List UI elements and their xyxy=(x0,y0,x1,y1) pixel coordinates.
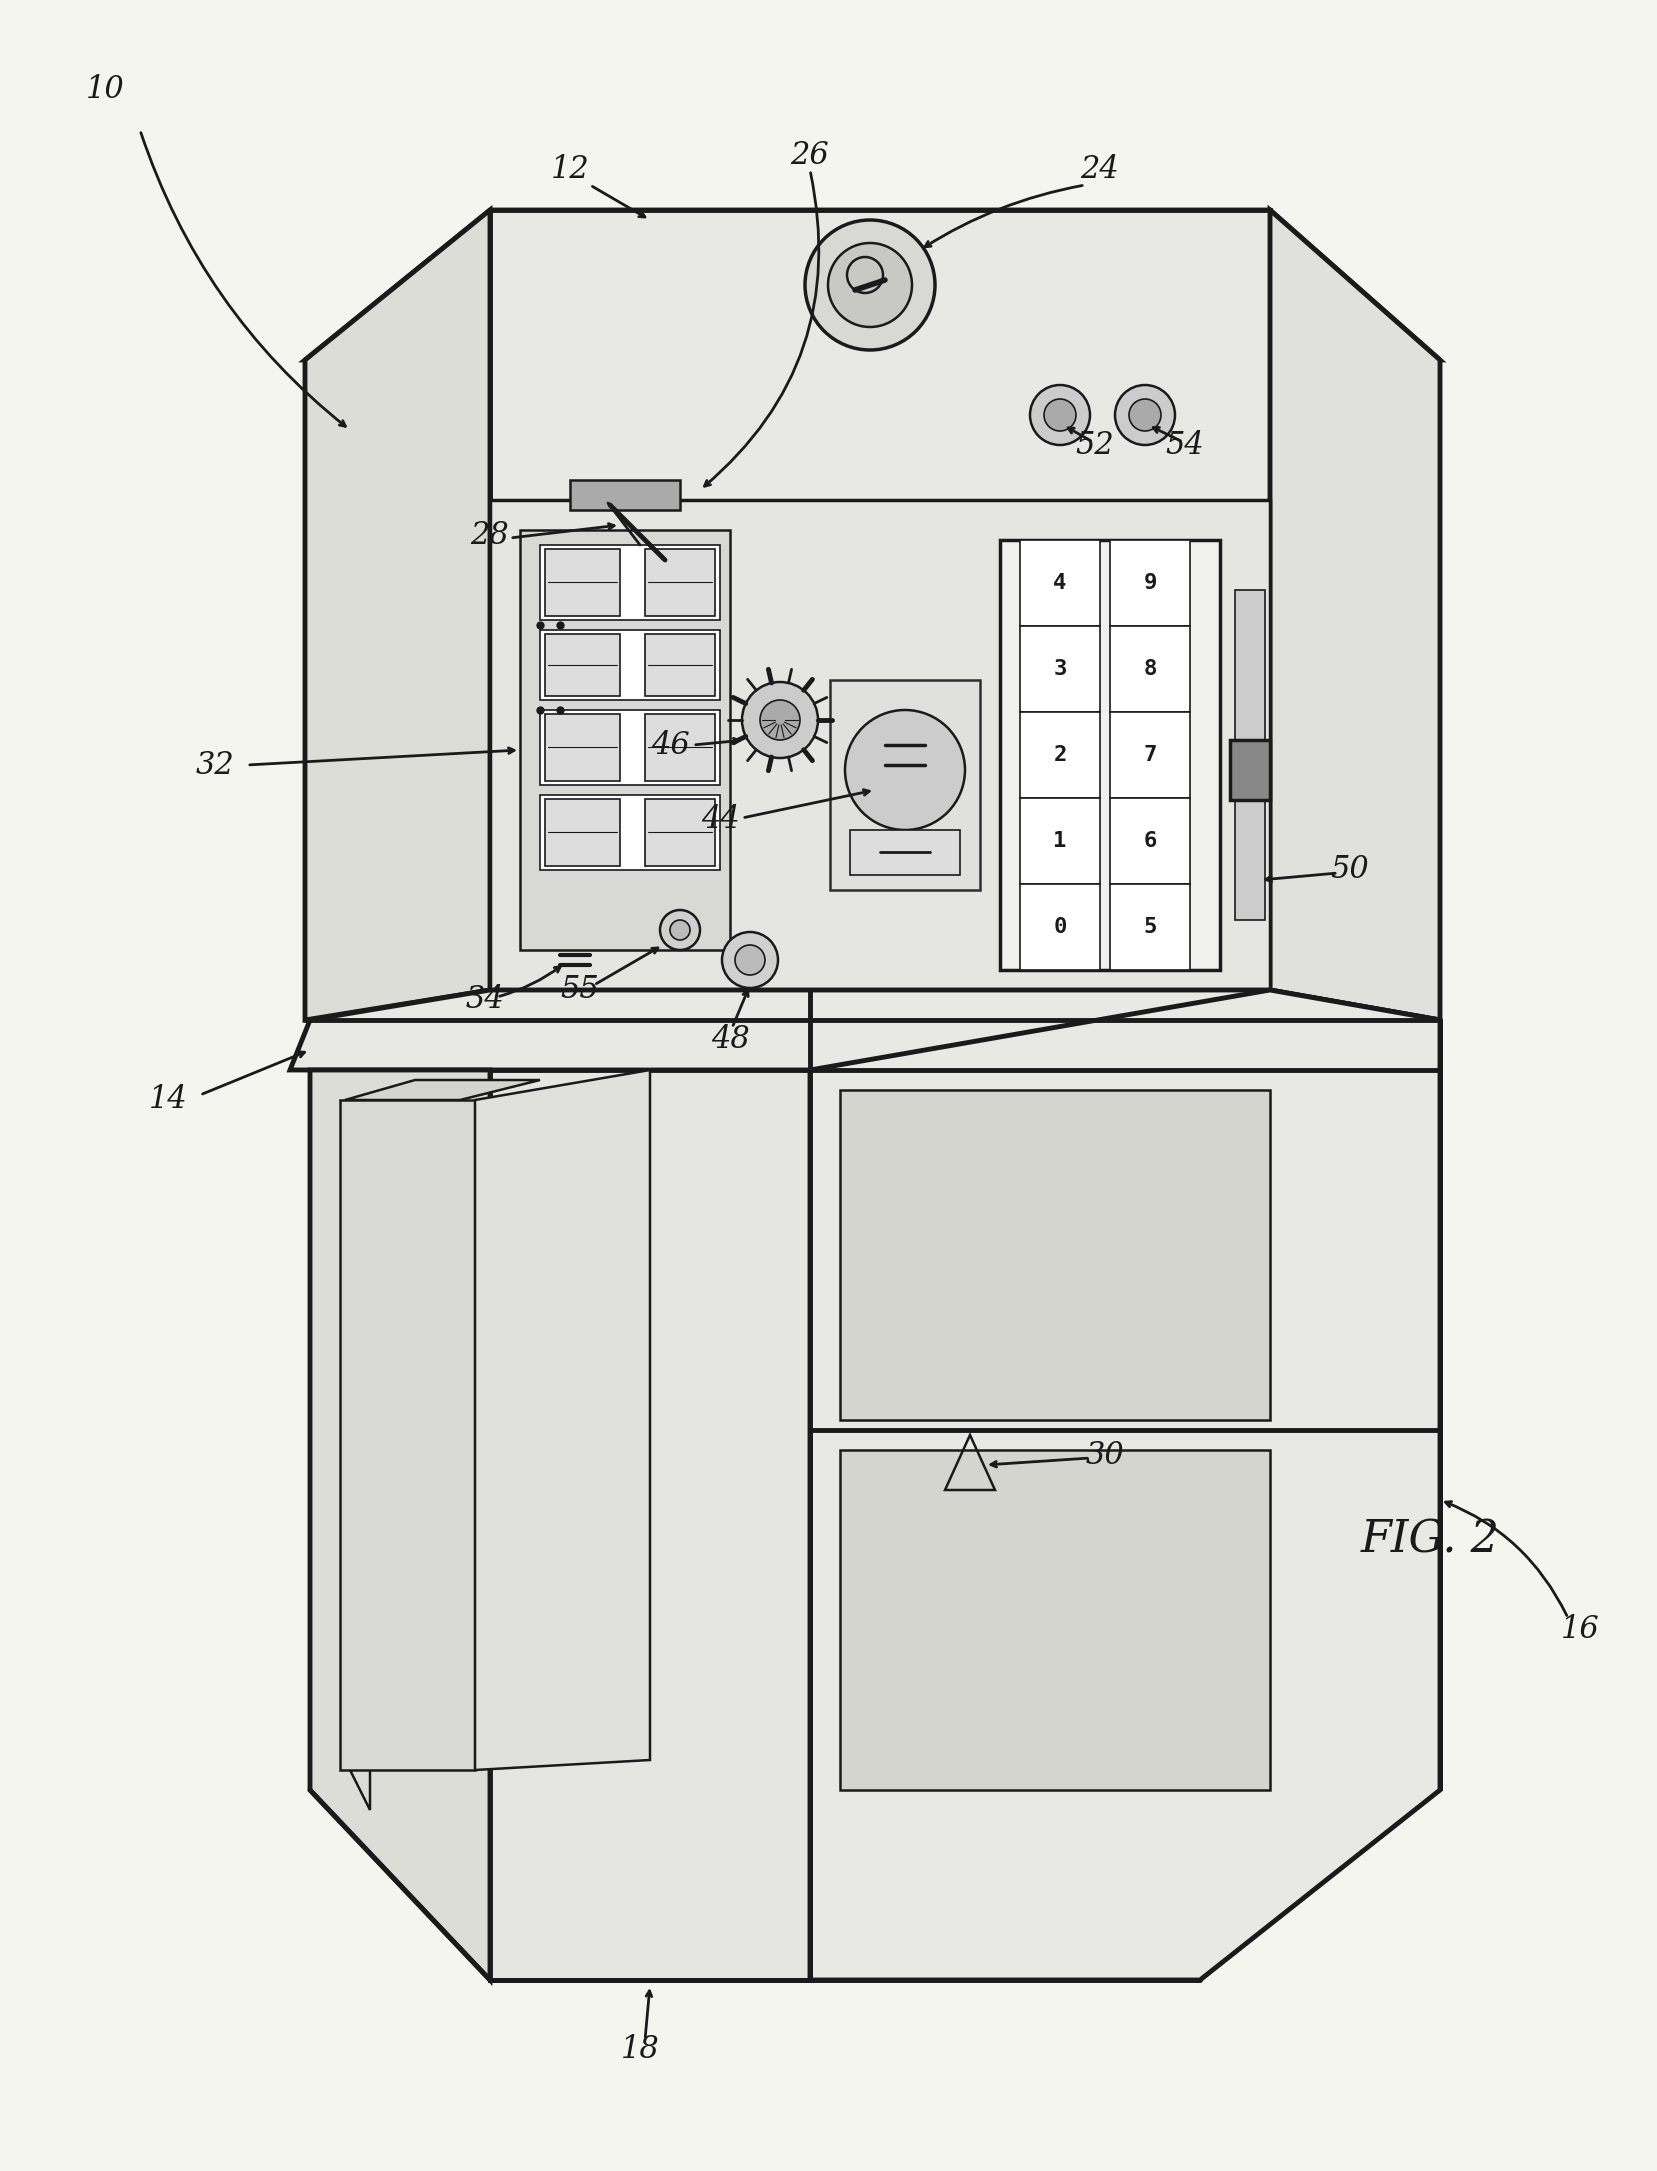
Circle shape xyxy=(1115,384,1175,445)
Circle shape xyxy=(845,710,964,829)
Circle shape xyxy=(722,931,779,988)
Polygon shape xyxy=(840,1450,1269,1791)
Text: 6: 6 xyxy=(1143,831,1157,851)
Polygon shape xyxy=(570,480,679,510)
Circle shape xyxy=(742,682,819,758)
Polygon shape xyxy=(1110,799,1190,884)
Polygon shape xyxy=(645,714,716,782)
Text: 55: 55 xyxy=(560,975,600,1005)
Circle shape xyxy=(761,699,800,740)
Circle shape xyxy=(828,243,911,328)
Text: 30: 30 xyxy=(1085,1439,1125,1470)
Polygon shape xyxy=(645,634,716,697)
Polygon shape xyxy=(1234,591,1264,921)
Text: 52: 52 xyxy=(1075,430,1115,460)
Text: 5: 5 xyxy=(1143,916,1157,938)
Polygon shape xyxy=(540,710,721,786)
Polygon shape xyxy=(1021,712,1100,799)
Polygon shape xyxy=(830,680,979,890)
Text: 32: 32 xyxy=(196,749,234,782)
Text: 26: 26 xyxy=(790,139,830,172)
Polygon shape xyxy=(1021,799,1100,884)
Text: 0: 0 xyxy=(1054,916,1067,938)
Circle shape xyxy=(1044,399,1075,432)
Polygon shape xyxy=(1269,211,1440,1020)
Text: 8: 8 xyxy=(1143,660,1157,680)
Polygon shape xyxy=(310,1070,490,1980)
Polygon shape xyxy=(345,1079,540,1101)
Text: 48: 48 xyxy=(711,1025,749,1055)
Circle shape xyxy=(659,910,699,951)
Polygon shape xyxy=(540,795,721,871)
Polygon shape xyxy=(1110,541,1190,625)
Text: 2: 2 xyxy=(1054,745,1067,764)
Text: 1: 1 xyxy=(1054,831,1067,851)
Text: FIG. 2: FIG. 2 xyxy=(1360,1518,1500,1561)
Polygon shape xyxy=(490,211,1269,990)
Polygon shape xyxy=(540,545,721,621)
Text: 24: 24 xyxy=(1080,154,1120,185)
Text: 7: 7 xyxy=(1143,745,1157,764)
Text: 50: 50 xyxy=(1331,855,1369,886)
Polygon shape xyxy=(520,530,731,951)
Polygon shape xyxy=(305,211,490,1020)
Text: 14: 14 xyxy=(149,1086,187,1116)
Polygon shape xyxy=(545,549,620,617)
Polygon shape xyxy=(540,630,721,699)
Polygon shape xyxy=(1001,541,1220,970)
Polygon shape xyxy=(340,1101,476,1769)
Circle shape xyxy=(805,219,935,350)
Circle shape xyxy=(736,944,766,975)
Polygon shape xyxy=(850,829,959,875)
Polygon shape xyxy=(645,549,716,617)
Text: 46: 46 xyxy=(651,729,689,760)
Polygon shape xyxy=(1021,541,1100,625)
Polygon shape xyxy=(810,990,1440,1980)
Polygon shape xyxy=(290,990,1440,1070)
Text: 44: 44 xyxy=(701,805,739,836)
Polygon shape xyxy=(305,211,1440,360)
Polygon shape xyxy=(1021,625,1100,712)
Polygon shape xyxy=(490,499,1269,990)
Polygon shape xyxy=(476,1070,650,1769)
Polygon shape xyxy=(1110,884,1190,970)
Polygon shape xyxy=(1110,625,1190,712)
Text: 10: 10 xyxy=(86,74,124,106)
Text: 54: 54 xyxy=(1165,430,1205,460)
Text: 16: 16 xyxy=(1561,1615,1599,1646)
Polygon shape xyxy=(545,799,620,866)
Text: 4: 4 xyxy=(1054,573,1067,593)
Circle shape xyxy=(1128,399,1162,432)
Polygon shape xyxy=(645,799,716,866)
Text: 34: 34 xyxy=(466,983,504,1016)
Circle shape xyxy=(669,921,689,940)
Text: 9: 9 xyxy=(1143,573,1157,593)
Polygon shape xyxy=(545,634,620,697)
Polygon shape xyxy=(1229,740,1269,799)
Polygon shape xyxy=(1021,884,1100,970)
Text: 18: 18 xyxy=(621,2034,659,2065)
Polygon shape xyxy=(490,1070,810,1980)
Polygon shape xyxy=(545,714,620,782)
Text: 3: 3 xyxy=(1054,660,1067,680)
Polygon shape xyxy=(1110,712,1190,799)
Text: 12: 12 xyxy=(550,154,590,185)
Circle shape xyxy=(1031,384,1090,445)
Polygon shape xyxy=(840,1090,1269,1420)
Text: 28: 28 xyxy=(471,519,509,551)
